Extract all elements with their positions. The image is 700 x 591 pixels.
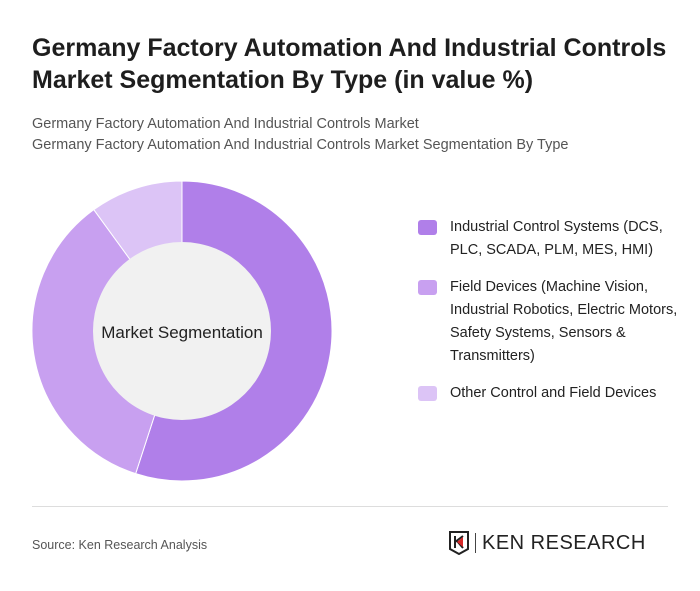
legend-swatch [418,220,437,235]
donut-hole [93,242,271,420]
legend-item: Other Control and Field Devices [418,382,678,405]
subtitle-line-1: Germany Factory Automation And Industria… [32,116,419,132]
ken-research-logo: KEN RESEARCH [448,531,646,555]
logo-text: KEN RESEARCH [482,531,646,554]
legend-swatch [418,280,437,295]
subtitle-line-2: Germany Factory Automation And Industria… [32,137,569,153]
source-note: Source: Ken Research Analysis [32,538,208,552]
legend-item: Industrial Control Systems (DCS, PLC, SC… [418,216,678,262]
subtitle: Germany Factory Automation And Industria… [32,114,569,156]
legend-label: Field Devices (Machine Vision, Industria… [450,279,678,364]
legend: Industrial Control Systems (DCS, PLC, SC… [418,216,678,419]
legend-label: Other Control and Field Devices [450,385,657,401]
legend-item: Field Devices (Machine Vision, Industria… [418,276,678,368]
divider [32,506,668,507]
chart-title: Germany Factory Automation And Industria… [32,34,667,94]
legend-label: Industrial Control Systems (DCS, PLC, SC… [450,219,663,258]
ken-logo-icon [449,531,469,555]
legend-swatch [418,386,437,401]
center-label: Market Segmentation [101,323,263,342]
donut-chart: Market Segmentation [31,180,333,482]
